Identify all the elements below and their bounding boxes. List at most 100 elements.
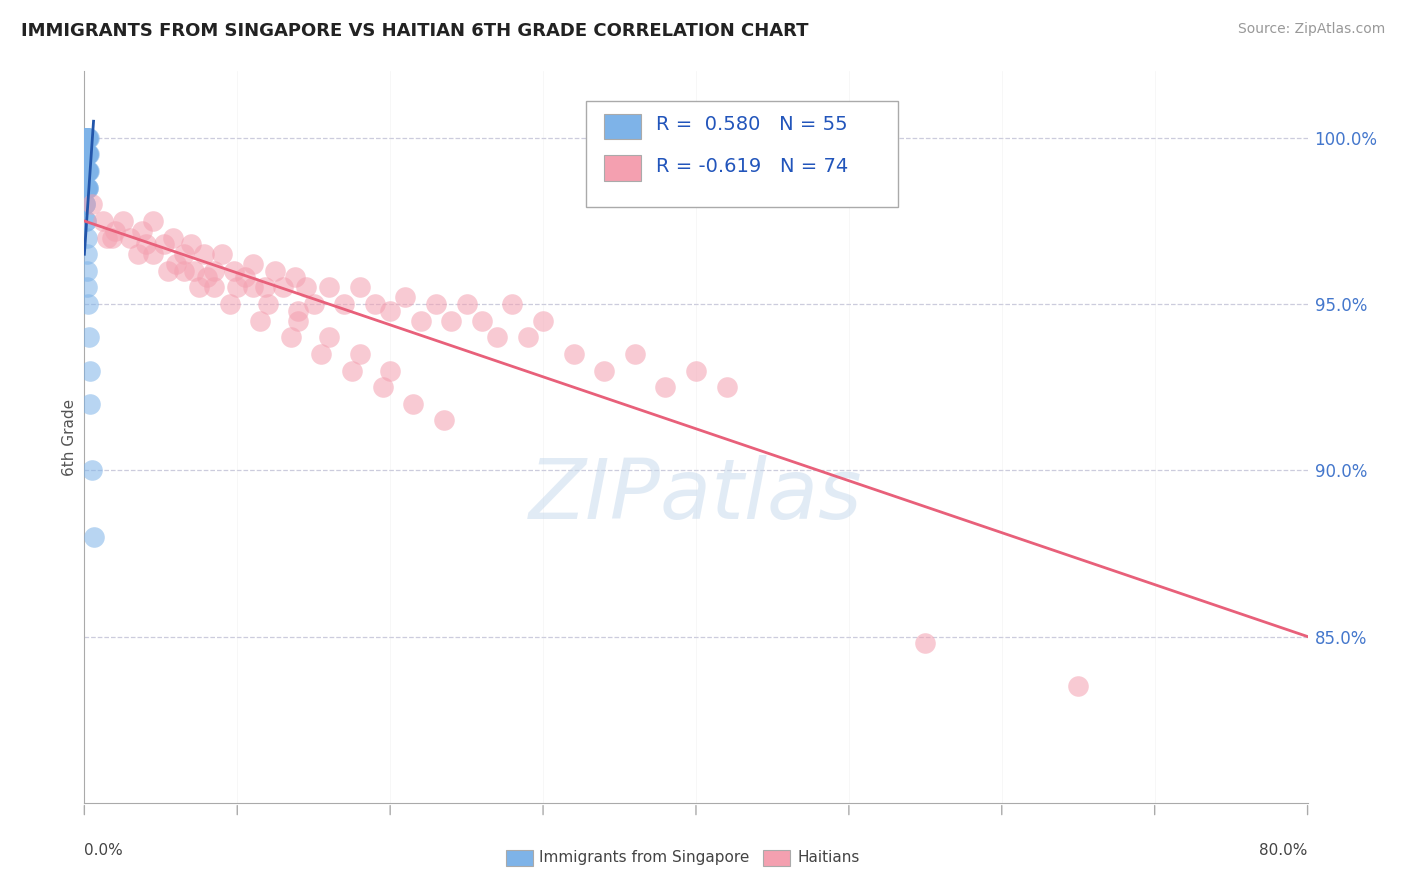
Point — [76, 131, 98, 145]
Point — [165, 257, 187, 271]
Point — [77, 147, 100, 161]
Point — [380, 363, 402, 377]
Point — [75, 147, 97, 161]
Point — [183, 264, 205, 278]
Point — [75, 131, 97, 145]
Point — [142, 247, 165, 261]
Point — [75, 180, 97, 194]
Bar — [605, 155, 641, 181]
Point — [440, 314, 463, 328]
Point — [111, 214, 134, 228]
Point — [135, 237, 157, 252]
Point — [77, 147, 100, 161]
Point — [211, 247, 233, 261]
Point — [91, 214, 114, 228]
Point — [75, 147, 97, 161]
Point — [271, 280, 294, 294]
Point — [80, 463, 103, 477]
Point — [75, 197, 97, 211]
Point — [242, 257, 264, 271]
Point — [287, 314, 309, 328]
Point — [76, 180, 98, 194]
Point — [716, 380, 738, 394]
Point — [394, 290, 416, 304]
Point — [142, 214, 165, 228]
Text: Haitians: Haitians — [797, 850, 860, 865]
Text: Immigrants from Singapore: Immigrants from Singapore — [540, 850, 749, 865]
Point — [433, 413, 456, 427]
Point — [295, 280, 318, 294]
Point — [914, 636, 936, 650]
Point — [486, 330, 509, 344]
Point — [77, 131, 100, 145]
Point — [76, 147, 98, 161]
Point — [76, 230, 98, 244]
Point — [193, 247, 215, 261]
Point — [311, 347, 333, 361]
Point — [349, 280, 371, 294]
Point — [75, 131, 97, 145]
Y-axis label: 6th Grade: 6th Grade — [62, 399, 77, 475]
Point — [75, 180, 97, 194]
Point — [75, 131, 97, 145]
Point — [77, 147, 100, 161]
Point — [226, 280, 249, 294]
Point — [380, 303, 402, 318]
Point — [284, 270, 307, 285]
Point — [654, 380, 676, 394]
Point — [131, 224, 153, 238]
Point — [77, 297, 100, 311]
Point — [371, 380, 394, 394]
Point — [76, 164, 98, 178]
Point — [80, 197, 103, 211]
Bar — [506, 850, 533, 866]
Point — [79, 363, 101, 377]
Point — [318, 330, 340, 344]
Point — [502, 297, 524, 311]
Point — [333, 297, 356, 311]
Point — [75, 164, 97, 178]
Point — [188, 280, 211, 294]
Point — [302, 297, 325, 311]
Point — [73, 197, 96, 211]
Point — [685, 363, 707, 377]
Point — [349, 347, 371, 361]
Point — [75, 164, 97, 178]
Point — [75, 164, 97, 178]
Point — [280, 330, 302, 344]
Point — [249, 314, 271, 328]
Point — [76, 164, 98, 178]
Point — [75, 197, 97, 211]
Point — [75, 131, 97, 145]
Point — [76, 131, 98, 145]
Point — [79, 397, 101, 411]
Point — [253, 280, 276, 294]
Point — [77, 164, 100, 178]
Point — [287, 303, 309, 318]
Bar — [763, 850, 790, 866]
Point — [456, 297, 478, 311]
Point — [157, 264, 180, 278]
Point — [224, 264, 246, 278]
Point — [264, 264, 287, 278]
Point — [516, 330, 538, 344]
Point — [471, 314, 494, 328]
Point — [127, 247, 149, 261]
Point — [75, 180, 97, 194]
Point — [318, 280, 340, 294]
Point — [425, 297, 447, 311]
Point — [76, 164, 98, 178]
Point — [173, 247, 195, 261]
Text: ZIPatlas: ZIPatlas — [529, 455, 863, 536]
Point — [96, 230, 118, 244]
Point — [76, 247, 98, 261]
Point — [340, 363, 363, 377]
Point — [101, 230, 124, 244]
Point — [180, 237, 202, 252]
Point — [76, 131, 98, 145]
Point — [77, 164, 100, 178]
Point — [75, 147, 97, 161]
Point — [233, 270, 256, 285]
Point — [173, 264, 195, 278]
Point — [202, 280, 225, 294]
